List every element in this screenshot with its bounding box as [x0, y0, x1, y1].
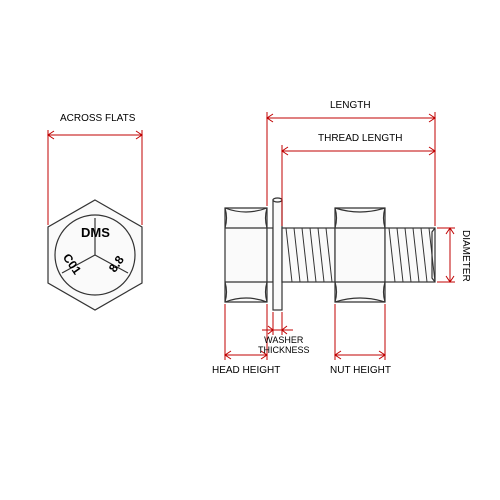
marking-top: DMS [81, 225, 110, 240]
nut-height-dimension [335, 304, 385, 360]
diameter-dimension [437, 228, 455, 282]
diameter-label: DIAMETER [460, 230, 471, 282]
bolt-side-view [225, 198, 435, 310]
length-label: LENGTH [330, 100, 371, 111]
thread-length-label: THREAD LENGTH [318, 133, 402, 144]
across-flats-label: ACROSS FLATS [60, 113, 135, 124]
nut-height-label: NUT HEIGHT [330, 365, 391, 376]
hex-head-front [48, 200, 142, 310]
head-height-label: HEAD HEIGHT [212, 365, 280, 376]
washer-thickness-label: WASHER THICKNESS [258, 336, 310, 356]
